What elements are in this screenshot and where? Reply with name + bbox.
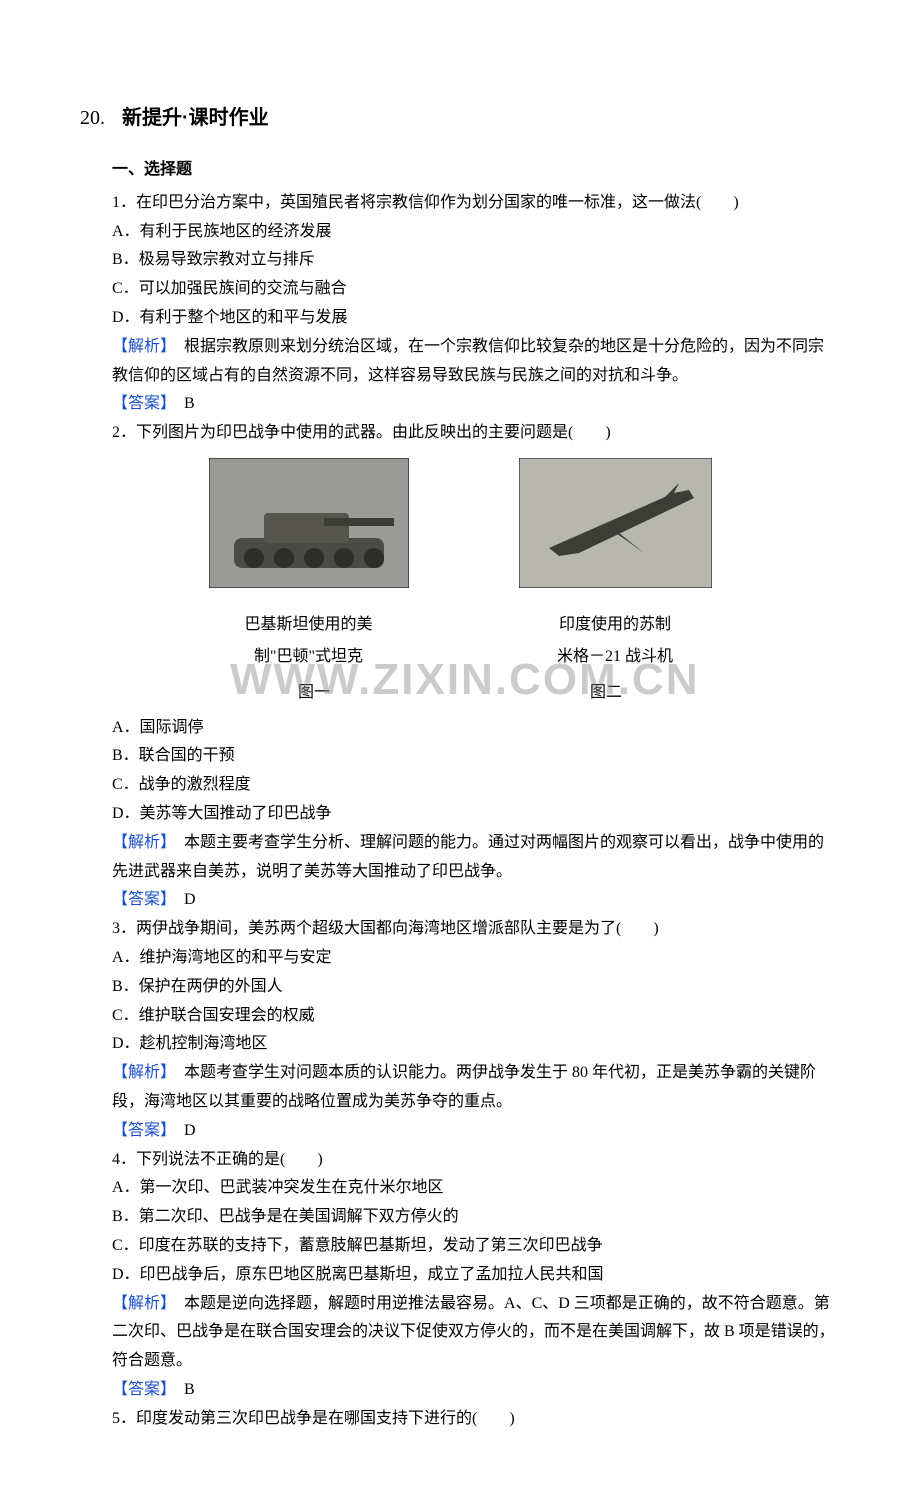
- answer-value: D: [168, 891, 196, 908]
- analysis-text: 本题主要考查学生分析、理解问题的能力。通过对两幅图片的观察可以看出，战争中使用的…: [112, 834, 824, 880]
- answer-label: 【答案】: [112, 1122, 168, 1139]
- answer-value: B: [168, 1381, 195, 1398]
- analysis-text: 本题考查学生对问题本质的认识能力。两伊战争发生于 80 年代初，正是美苏争霸的关…: [112, 1064, 816, 1110]
- image-jet: [519, 458, 712, 599]
- question-3-analysis: 【解析】 本题考查学生对问题本质的认识能力。两伊战争发生于 80 年代初，正是美…: [112, 1059, 840, 1117]
- question-1-option-b: B．极易导致宗教对立与排斥: [112, 246, 840, 275]
- analysis-text: 根据宗教原则来划分统治区域，在一个宗教信仰比较复杂的地区是十分危险的，因为不同宗…: [112, 338, 824, 384]
- question-2-stem: 2．下列图片为印巴战争中使用的武器。由此反映出的主要问题是( ): [112, 419, 840, 448]
- question-1-option-c: C．可以加强民族间的交流与融合: [112, 275, 840, 304]
- image-right-caption-1: 印度使用的苏制: [559, 609, 671, 641]
- analysis-label: 【解析】: [112, 338, 168, 355]
- jet-icon: [519, 458, 712, 588]
- title-number: 20.: [80, 107, 105, 129]
- question-1-answer: 【答案】 B: [112, 390, 840, 419]
- question-5-stem: 5．印度发动第三次印巴战争是在哪国支持下进行的( ): [112, 1405, 840, 1434]
- analysis-label: 【解析】: [112, 1064, 168, 1081]
- question-4-option-c: C．印度在苏联的支持下，蓄意肢解巴基斯坦，发动了第三次印巴战争: [112, 1232, 840, 1261]
- question-2-option-b: B．联合国的干预: [112, 742, 840, 771]
- answer-value: B: [168, 395, 195, 412]
- figure-two-label: 图二: [590, 679, 622, 708]
- question-1-option-d: D．有利于整个地区的和平与发展: [112, 304, 840, 333]
- question-4-stem: 4．下列说法不正确的是( ): [112, 1146, 840, 1175]
- question-2-option-d: D．美苏等大国推动了印巴战争: [112, 800, 840, 829]
- question-2-images: 巴基斯坦使用的美 制"巴顿"式坦克 印度使用的苏制 米格－21 战斗机: [80, 458, 840, 673]
- image-left-column: 巴基斯坦使用的美 制"巴顿"式坦克: [209, 458, 409, 673]
- question-1-analysis: 【解析】 根据宗教原则来划分统治区域，在一个宗教信仰比较复杂的地区是十分危险的，…: [112, 333, 840, 391]
- answer-label: 【答案】: [112, 395, 168, 412]
- question-1-option-a: A．有利于民族地区的经济发展: [112, 218, 840, 247]
- tank-icon: [209, 458, 409, 588]
- question-4-option-a: A．第一次印、巴武装冲突发生在克什米尔地区: [112, 1174, 840, 1203]
- image-left-caption-2: 制"巴顿"式坦克: [254, 641, 363, 673]
- page-title: 20. 新提升·课时作业: [80, 100, 840, 136]
- question-4-answer: 【答案】 B: [112, 1376, 840, 1405]
- figure-one-label: 图一: [298, 679, 330, 708]
- image-right-column: 印度使用的苏制 米格－21 战斗机: [519, 458, 712, 673]
- question-2-answer: 【答案】 D: [112, 886, 840, 915]
- analysis-label: 【解析】: [112, 834, 168, 851]
- image-left-caption-1: 巴基斯坦使用的美: [244, 609, 372, 641]
- question-2-option-c: C．战争的激烈程度: [112, 771, 840, 800]
- answer-value: D: [168, 1122, 196, 1139]
- question-4-option-b: B．第二次印、巴战争是在美国调解下双方停火的: [112, 1203, 840, 1232]
- figure-number-row: 图一 图二: [80, 679, 840, 708]
- answer-label: 【答案】: [112, 891, 168, 908]
- question-3-option-d: D．趁机控制海湾地区: [112, 1030, 840, 1059]
- question-4-analysis: 【解析】 本题是逆向选择题，解题时用逆推法最容易。A、C、D 三项都是正确的，故…: [112, 1290, 840, 1376]
- analysis-text: 本题是逆向选择题，解题时用逆推法最容易。A、C、D 三项都是正确的，故不符合题意…: [112, 1295, 835, 1370]
- answer-label: 【答案】: [112, 1381, 168, 1398]
- analysis-label: 【解析】: [112, 1295, 168, 1312]
- section-heading: 一、选择题: [112, 156, 840, 185]
- question-2-option-a: A．国际调停: [112, 714, 840, 743]
- question-1-stem: 1．在印巴分治方案中，英国殖民者将宗教信仰作为划分国家的唯一标准，这一做法( ): [112, 189, 840, 218]
- question-2-analysis: 【解析】 本题主要考查学生分析、理解问题的能力。通过对两幅图片的观察可以看出，战…: [112, 829, 840, 887]
- image-right-caption-2: 米格－21 战斗机: [557, 641, 673, 673]
- title-text: 新提升·课时作业: [122, 107, 269, 129]
- question-3-option-a: A．维护海湾地区的和平与安定: [112, 944, 840, 973]
- question-3-option-b: B．保护在两伊的外国人: [112, 973, 840, 1002]
- image-tank: [209, 458, 409, 599]
- question-3-answer: 【答案】 D: [112, 1117, 840, 1146]
- question-3-option-c: C．维护联合国安理会的权威: [112, 1002, 840, 1031]
- question-3-stem: 3．两伊战争期间，美苏两个超级大国都向海湾地区增派部队主要是为了( ): [112, 915, 840, 944]
- question-4-option-d: D．印巴战争后，原东巴地区脱离巴基斯坦，成立了孟加拉人民共和国: [112, 1261, 840, 1290]
